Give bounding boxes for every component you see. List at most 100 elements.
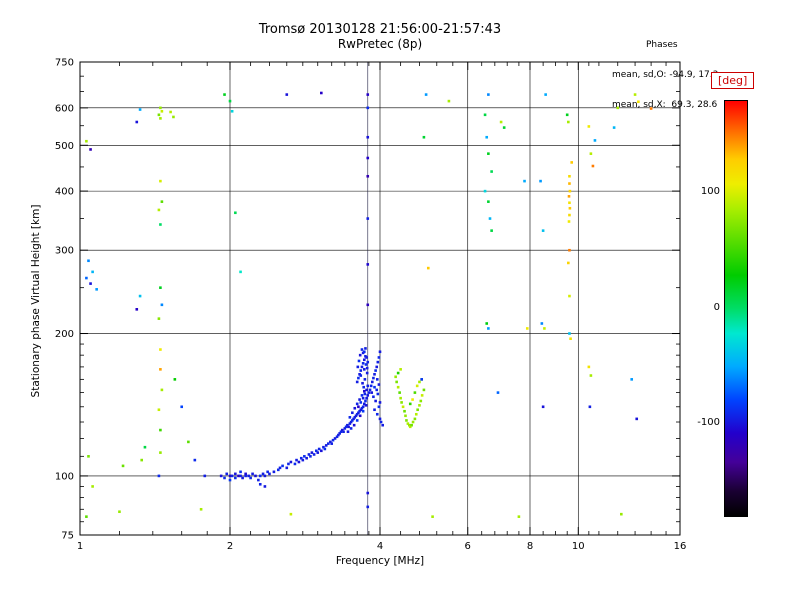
scatter-point	[348, 422, 352, 425]
scatter-point	[346, 423, 349, 427]
scatter-point	[565, 113, 569, 117]
scatter-point	[258, 474, 262, 478]
scatter-point	[396, 371, 400, 375]
scatter-point	[303, 455, 306, 458]
scatter-point	[159, 106, 162, 110]
scatter-point	[320, 91, 323, 95]
scatter-point	[89, 282, 92, 285]
scatter-point	[91, 485, 94, 488]
scatter-point	[342, 430, 345, 434]
scatter-point	[366, 303, 370, 307]
scatter-point	[411, 420, 415, 424]
scatter-point	[281, 464, 284, 468]
scatter-point	[502, 126, 506, 129]
scatter-point	[568, 248, 571, 252]
scatter-point	[365, 396, 368, 400]
scatter-point	[416, 408, 419, 412]
scatter-point	[272, 470, 276, 474]
scatter-point	[408, 402, 412, 406]
scatter-point	[180, 405, 184, 409]
plot-title: Tromsø 20130128 21:56:00-21:57:43	[258, 22, 502, 37]
scatter-point	[343, 427, 347, 430]
scatter-point	[160, 303, 164, 307]
scatter-point	[633, 93, 637, 96]
scatter-point	[426, 266, 430, 270]
x-tick-label: 4	[377, 541, 383, 552]
scatter-point	[257, 478, 260, 482]
scatter-point	[366, 491, 370, 495]
scatter-point	[362, 389, 366, 393]
scatter-point	[322, 445, 325, 449]
scatter-point	[568, 182, 571, 185]
x-tick-label: 2	[227, 541, 233, 552]
scatter-point	[353, 416, 357, 419]
scatter-point	[225, 472, 229, 476]
scatter-point	[539, 179, 542, 183]
scatter-point	[359, 374, 363, 377]
scatter-point	[157, 113, 161, 117]
scatter-point	[366, 263, 370, 266]
scatter-point	[366, 394, 370, 397]
scatter-point	[424, 93, 428, 96]
scatter-point	[394, 375, 397, 379]
scatter-point	[589, 152, 593, 155]
scatter-point	[228, 99, 232, 103]
y-tick-label: 750	[55, 58, 74, 69]
scatter-point	[366, 384, 370, 388]
scatter-point	[568, 201, 571, 205]
scatter-point	[346, 430, 350, 434]
scatter-point	[340, 428, 344, 432]
scatter-point	[361, 396, 365, 400]
scatter-point	[85, 515, 88, 518]
scatter-point	[355, 412, 359, 416]
scatter-point	[376, 360, 380, 364]
scatter-point	[293, 462, 297, 466]
scatter-point	[135, 120, 139, 124]
scatter-point	[373, 372, 376, 376]
scatter-point	[172, 115, 175, 119]
scatter-point	[365, 371, 369, 375]
scatter-point	[228, 478, 232, 482]
scatter-point	[354, 414, 358, 418]
phases-x-stats: mean, sd,X: 69.3, 28.6	[612, 100, 718, 110]
scatter-point	[159, 179, 162, 183]
scatter-point	[420, 378, 423, 381]
scatter-point	[404, 414, 407, 418]
scatter-point	[351, 419, 354, 422]
scatter-point	[487, 152, 490, 155]
scatter-point	[447, 99, 451, 103]
scatter-point	[347, 425, 350, 429]
scatter-point	[485, 322, 489, 325]
scatter-point	[365, 366, 369, 370]
scatter-point	[485, 135, 489, 139]
scatter-point	[568, 213, 571, 217]
scatter-point	[276, 468, 280, 472]
scatter-point	[635, 417, 639, 421]
scatter-point	[367, 391, 371, 394]
scatter-point	[414, 412, 418, 416]
scatter-point	[159, 286, 162, 289]
scatter-point	[289, 512, 293, 516]
scatter-point	[357, 405, 360, 409]
scatter-point	[568, 189, 572, 193]
scatter-point	[349, 420, 353, 424]
plot-frame	[79, 61, 681, 536]
x-tick-label: 10	[572, 541, 585, 552]
scatter-point	[375, 378, 379, 381]
scatter-point	[95, 288, 98, 291]
scatter-point	[616, 106, 620, 110]
scatter-point	[400, 401, 403, 404]
scatter-point	[362, 368, 366, 371]
scatter-point	[487, 200, 490, 203]
scatter-point	[364, 404, 368, 407]
scatter-point	[223, 93, 226, 96]
scatter-point	[285, 93, 289, 96]
y-tick-label: 75	[61, 531, 74, 542]
scatter-point	[630, 378, 634, 381]
scatter-point	[289, 460, 293, 464]
scatter-point	[359, 369, 363, 372]
scatter-point	[251, 472, 254, 476]
scatter-point	[203, 474, 207, 478]
scatter-point	[305, 456, 308, 460]
scatter-point	[239, 470, 242, 474]
